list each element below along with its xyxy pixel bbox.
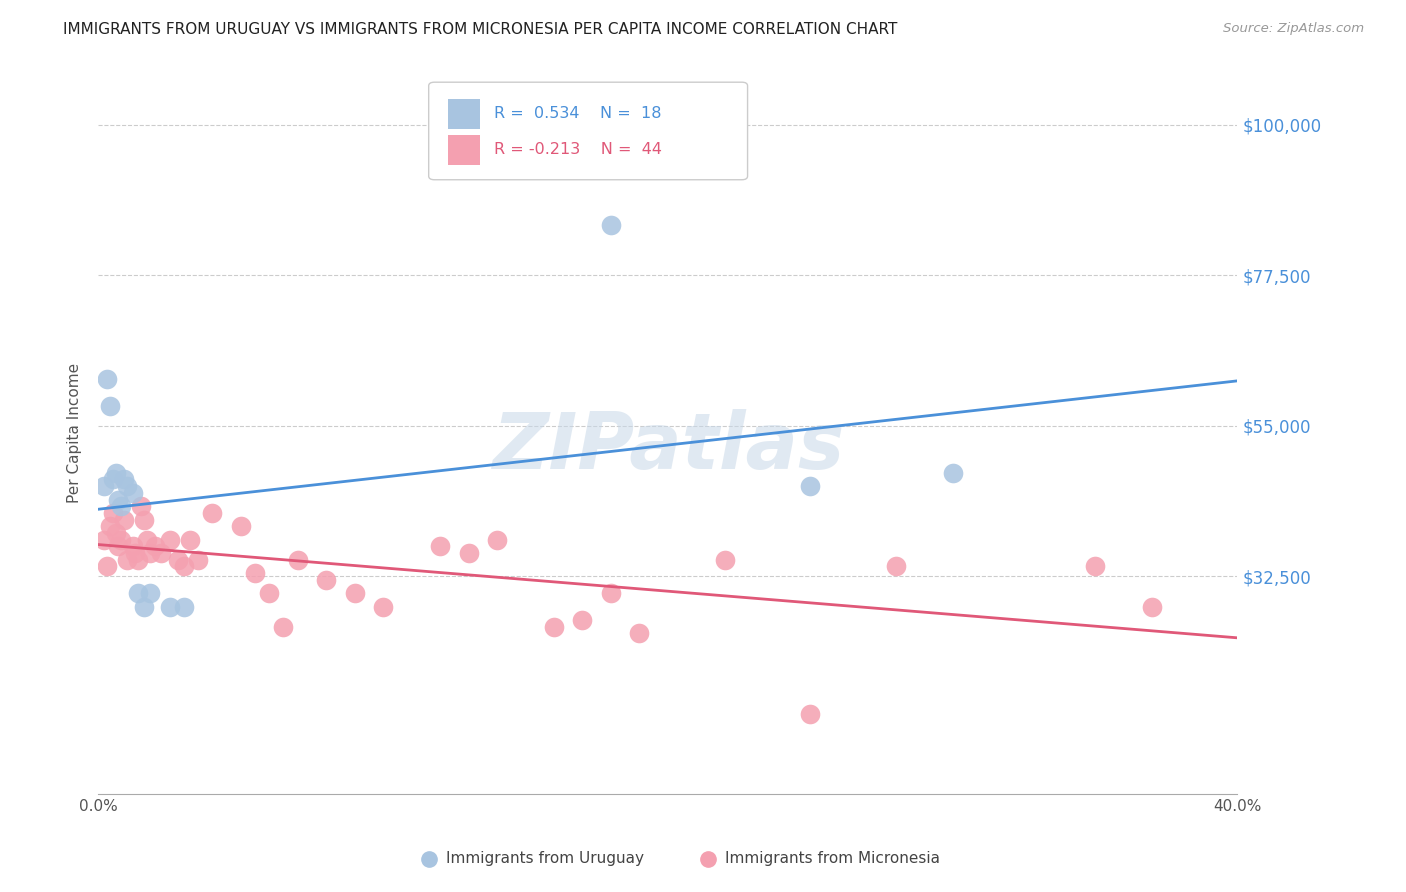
Point <box>159 599 181 614</box>
Point <box>115 552 138 567</box>
Point <box>138 586 160 600</box>
Point <box>799 706 821 721</box>
Point <box>101 506 124 520</box>
Point <box>373 599 395 614</box>
Point <box>110 500 132 514</box>
Point <box>243 566 266 581</box>
Point <box>571 613 593 627</box>
Point <box>343 586 366 600</box>
Point <box>429 539 451 553</box>
Point <box>167 552 190 567</box>
Point <box>101 473 124 487</box>
Point <box>93 533 115 547</box>
Point <box>132 599 155 614</box>
Text: ZIPatlas: ZIPatlas <box>492 409 844 485</box>
Point <box>112 473 135 487</box>
Text: IMMIGRANTS FROM URUGUAY VS IMMIGRANTS FROM MICRONESIA PER CAPITA INCOME CORRELAT: IMMIGRANTS FROM URUGUAY VS IMMIGRANTS FR… <box>63 22 897 37</box>
Point <box>486 533 509 547</box>
Text: Immigrants from Uruguay: Immigrants from Uruguay <box>446 851 644 866</box>
Point <box>98 399 121 413</box>
Point <box>159 533 181 547</box>
Point <box>93 479 115 493</box>
Point <box>315 573 337 587</box>
Point <box>104 466 127 480</box>
Point <box>543 619 565 633</box>
Text: R =  0.534    N =  18: R = 0.534 N = 18 <box>494 106 661 120</box>
Point <box>135 533 157 547</box>
Point <box>104 526 127 541</box>
Point <box>98 519 121 533</box>
Point <box>173 599 195 614</box>
Text: Source: ZipAtlas.com: Source: ZipAtlas.com <box>1223 22 1364 36</box>
FancyBboxPatch shape <box>449 99 479 129</box>
Point <box>1140 599 1163 614</box>
Point <box>179 533 201 547</box>
Point <box>138 546 160 560</box>
Point <box>110 533 132 547</box>
Point <box>173 559 195 574</box>
Point <box>201 506 224 520</box>
Point <box>112 512 135 526</box>
Y-axis label: Per Capita Income: Per Capita Income <box>67 362 83 503</box>
Point <box>96 559 118 574</box>
Point <box>457 546 479 560</box>
Point <box>287 552 309 567</box>
Point <box>229 519 252 533</box>
FancyBboxPatch shape <box>449 135 479 165</box>
Point <box>714 552 737 567</box>
Point <box>187 552 209 567</box>
Point <box>129 500 152 514</box>
Point <box>107 539 129 553</box>
Point <box>600 586 623 600</box>
Point <box>600 219 623 233</box>
Point <box>115 479 138 493</box>
Point <box>124 546 146 560</box>
FancyBboxPatch shape <box>429 82 748 180</box>
Point <box>127 586 149 600</box>
Point <box>273 619 295 633</box>
Point <box>121 539 143 553</box>
Point <box>799 479 821 493</box>
Point <box>150 546 173 560</box>
Point <box>127 552 149 567</box>
Point <box>942 466 965 480</box>
Point <box>132 512 155 526</box>
Point <box>145 539 167 553</box>
Point <box>884 559 907 574</box>
Point <box>628 626 651 640</box>
Text: Immigrants from Micronesia: Immigrants from Micronesia <box>725 851 939 866</box>
Point <box>1084 559 1107 574</box>
Point <box>96 372 118 386</box>
Text: R = -0.213    N =  44: R = -0.213 N = 44 <box>494 142 662 157</box>
Point <box>259 586 281 600</box>
Point <box>121 485 143 500</box>
Point <box>107 492 129 507</box>
